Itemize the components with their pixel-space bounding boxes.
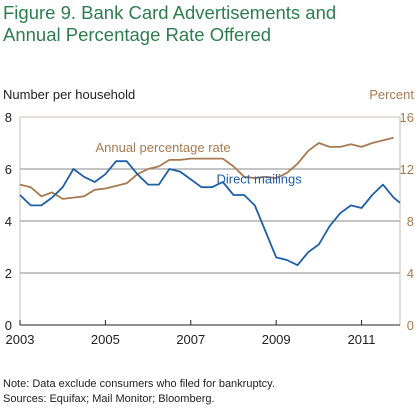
x-tick-label-2005: 2005 <box>91 332 120 347</box>
x-tick-label-2009: 2009 <box>262 332 291 347</box>
note-text: Note: Data exclude consumers who filed f… <box>3 378 275 390</box>
y-right-tick-label-8: 8 <box>407 214 414 229</box>
chart-title-line2: Annual Percentage Rate Offered <box>3 24 272 45</box>
sources-text: Sources: Equifax; Mail Monitor; Bloomber… <box>3 393 215 405</box>
y-left-tick-label-4: 4 <box>5 214 12 229</box>
chart-title: Figure 9. Bank Card Advertisements and A… <box>3 2 403 46</box>
series-line-annual-percentage-rate <box>19 136 394 200</box>
plot-area: 2003 2005 2007 2009 2011 0 2 4 6 8 0 4 8 12 16 Annual p… <box>5 110 414 347</box>
y-left-tick-label-6: 6 <box>5 162 12 177</box>
y-right-tick-label-16: 16 <box>400 110 414 125</box>
y-left-tick-label-2: 2 <box>5 266 12 281</box>
x-tick-label-2003: 2003 <box>6 332 35 347</box>
y-left-tick-label-0: 0 <box>5 318 12 333</box>
y-right-tick-label-0: 0 <box>407 318 414 333</box>
series-label-annual-percentage-rate: Annual percentage rate <box>95 140 230 155</box>
y-axis-left-label: Number per household <box>3 87 135 102</box>
x-tick-label-2007: 2007 <box>176 332 205 347</box>
chart-title-line1: Figure 9. Bank Card Advertisements and <box>3 2 337 23</box>
y-right-tick-label-12: 12 <box>400 162 414 177</box>
y-left-tick-label-8: 8 <box>5 110 12 125</box>
footnotes: Note: Data exclude consumers who filed f… <box>3 377 413 407</box>
series-label-direct-mailings: Direct mailings <box>216 171 302 186</box>
x-tick-label-2011: 2011 <box>348 332 376 347</box>
series-line-direct-mailings <box>19 160 401 267</box>
y-axis-right-label: Percent <box>369 87 414 102</box>
y-right-tick-label-4: 4 <box>407 266 414 281</box>
